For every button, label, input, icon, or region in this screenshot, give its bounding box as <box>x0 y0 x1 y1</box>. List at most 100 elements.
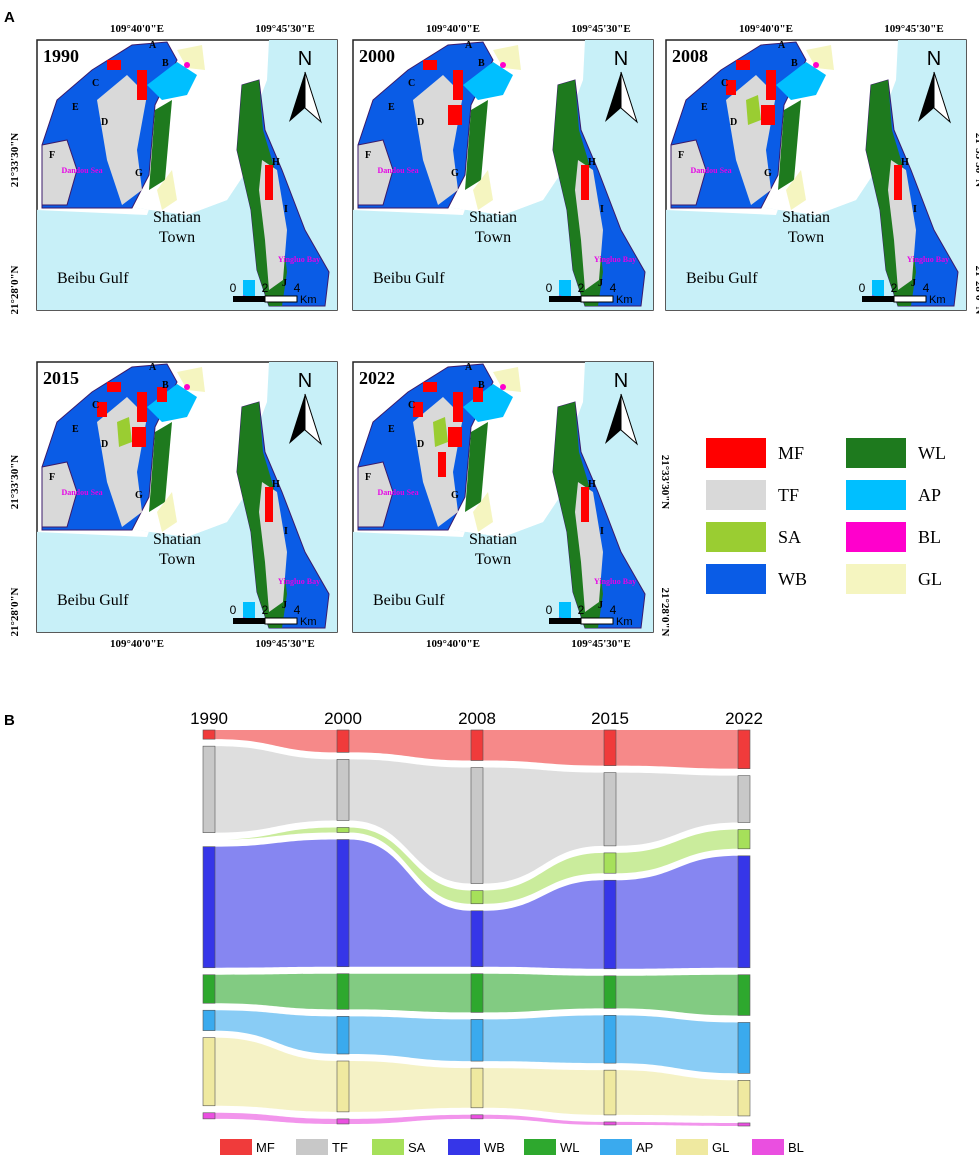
sea-label: Yingluo Bay <box>594 255 636 264</box>
coordinate-label: 109°45'30"E <box>884 23 943 35</box>
node <box>203 746 215 832</box>
node <box>604 1070 616 1115</box>
town-label: Town <box>159 551 195 568</box>
legend-swatch <box>676 1139 708 1155</box>
north-label: N <box>614 48 628 70</box>
year-label: 1990 <box>190 709 228 728</box>
node <box>471 768 483 884</box>
scale-bar <box>549 618 581 624</box>
legend-swatch <box>372 1139 404 1155</box>
scale-label: 0 <box>546 281 553 295</box>
scale-label: 2 <box>578 281 585 295</box>
flow <box>616 975 738 1016</box>
flow <box>215 1113 337 1124</box>
region-label: B <box>478 58 485 69</box>
bare-land <box>184 384 190 390</box>
map-year: 2022 <box>359 368 395 388</box>
scale-label: 4 <box>923 281 930 295</box>
sea-label: Dandou Sea <box>61 488 102 497</box>
node <box>604 853 616 873</box>
node <box>738 856 750 968</box>
scale-label: 0 <box>230 603 237 617</box>
flow <box>616 856 738 969</box>
map-panel: 2000ShatianTownBeibu GulfABCDEFGHIJDando… <box>353 40 653 310</box>
region-label: J <box>598 278 603 289</box>
scale-bar <box>265 618 297 624</box>
scale-label: 0 <box>546 603 553 617</box>
region-label: G <box>764 168 772 179</box>
map-year: 1990 <box>43 46 79 66</box>
region-label: J <box>282 600 287 611</box>
node <box>203 730 215 739</box>
legend-label: SA <box>778 527 801 547</box>
node <box>604 773 616 846</box>
town-label: Town <box>475 551 511 568</box>
sea-label: Yingluo Bay <box>278 255 320 264</box>
scale-bar <box>549 296 581 302</box>
scale-bar <box>581 618 613 624</box>
mangrove <box>453 392 463 422</box>
sea-label: Dandou Sea <box>377 488 418 497</box>
scale-label: 4 <box>294 603 301 617</box>
node <box>337 1061 349 1112</box>
town-label: Shatian <box>469 531 517 548</box>
town-label: Town <box>788 229 824 246</box>
region-label: E <box>388 424 395 435</box>
region-label: D <box>730 117 737 128</box>
node <box>337 840 349 967</box>
node <box>604 730 616 766</box>
scale-bar <box>581 296 613 302</box>
sea-label: Dandou Sea <box>377 166 418 175</box>
coordinate-label: 21°33'30"N <box>659 455 671 510</box>
region-label: G <box>135 490 143 501</box>
flow <box>349 974 471 1013</box>
region-label: B <box>791 58 798 69</box>
mangrove <box>766 70 776 100</box>
node <box>604 1015 616 1063</box>
flow <box>616 1070 738 1116</box>
scale-bar <box>265 296 297 302</box>
gulf-label: Beibu Gulf <box>373 592 445 609</box>
scale-bar <box>894 296 926 302</box>
mangrove <box>448 105 462 125</box>
node <box>604 880 616 969</box>
bare-land <box>184 62 190 68</box>
coordinate-label: 21°28'0"N <box>9 587 21 636</box>
region-label: J <box>598 600 603 611</box>
panel-label: A <box>4 9 15 26</box>
region-label: I <box>284 204 288 215</box>
map-panel: 2008ShatianTownBeibu GulfABCDEFGHIJDando… <box>666 40 966 310</box>
mangrove <box>448 427 462 447</box>
node <box>471 911 483 967</box>
scale-bar <box>233 296 265 302</box>
legend-swatch <box>524 1139 556 1155</box>
node <box>738 1123 750 1126</box>
flow <box>349 730 471 761</box>
node <box>337 974 349 1010</box>
legend-swatch <box>296 1139 328 1155</box>
node <box>738 975 750 1016</box>
region-label: J <box>282 278 287 289</box>
region-label: F <box>365 150 371 161</box>
scale-label: 2 <box>262 281 269 295</box>
flow <box>616 1122 738 1126</box>
legend-swatch <box>706 522 766 552</box>
region-label: I <box>913 204 917 215</box>
year-label: 2000 <box>324 709 362 728</box>
node <box>337 827 349 832</box>
map-panel: 2022ShatianTownBeibu GulfABCDEFGHIJDando… <box>353 362 653 632</box>
sea-label: Dandou Sea <box>61 166 102 175</box>
legend-swatch <box>706 480 766 510</box>
region-label: C <box>92 400 99 411</box>
mangrove <box>137 392 147 422</box>
node <box>738 829 750 848</box>
flow <box>215 974 337 1010</box>
sea-label: Dandou Sea <box>690 166 731 175</box>
flow <box>483 1068 604 1115</box>
region-label: G <box>451 168 459 179</box>
north-label: N <box>927 48 941 70</box>
mangrove <box>453 70 463 100</box>
bare-land <box>813 62 819 68</box>
scale-label: 4 <box>610 603 617 617</box>
legend-swatch <box>706 438 766 468</box>
